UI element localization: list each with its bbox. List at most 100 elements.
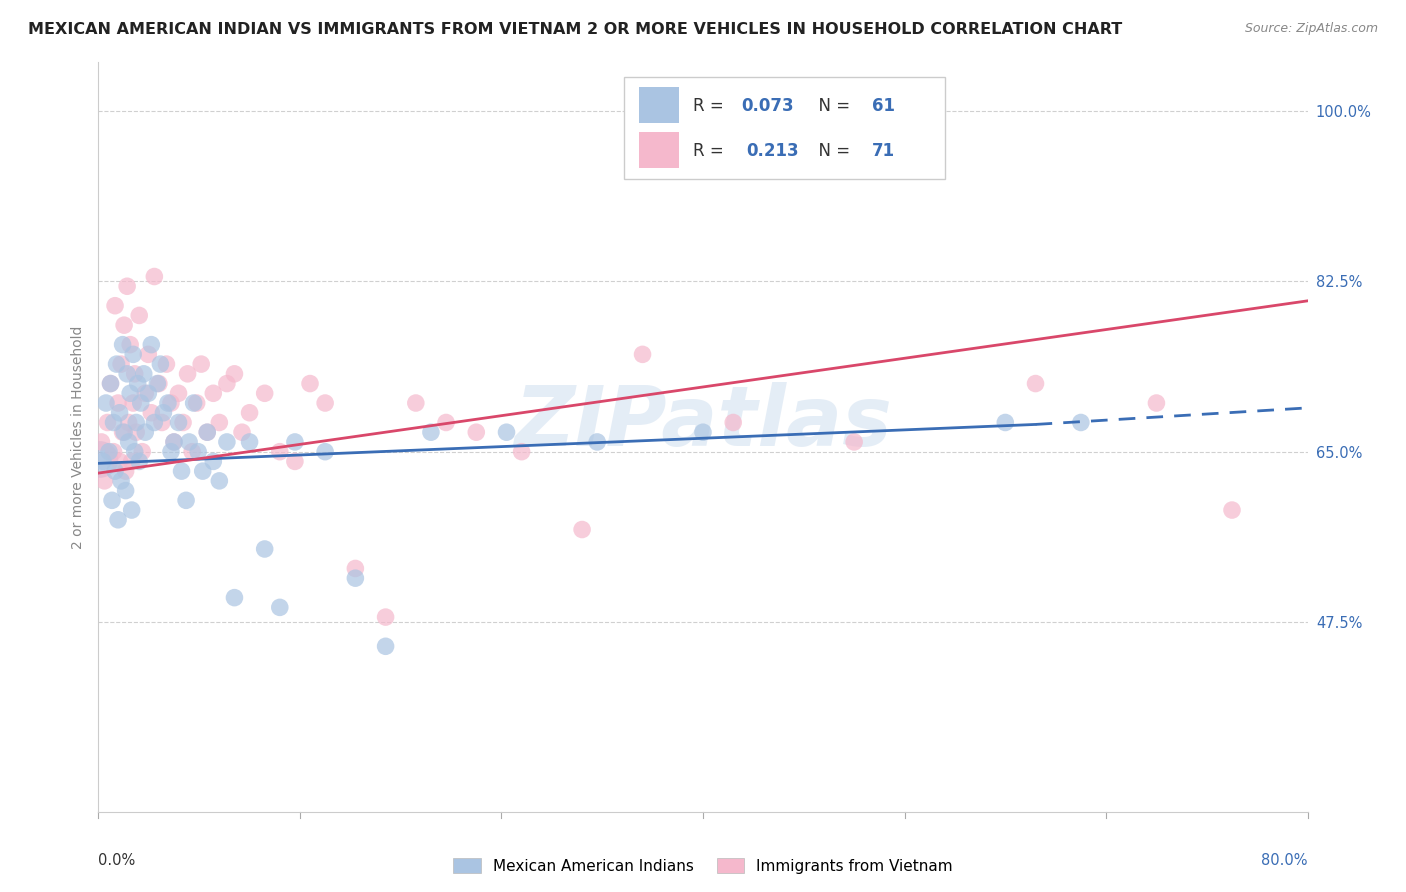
Point <box>110 474 132 488</box>
Point <box>231 425 253 440</box>
Point <box>136 347 159 361</box>
Point <box>195 425 218 440</box>
Point <box>181 444 204 458</box>
Point <box>141 337 163 351</box>
Text: R =: R = <box>693 142 734 161</box>
Point <box>202 454 225 468</box>
Point <box>118 434 141 449</box>
Point <box>994 416 1017 430</box>
Point <box>167 416 190 430</box>
Point <box>100 376 122 391</box>
Point <box>104 464 127 478</box>
Text: 61: 61 <box>872 96 896 115</box>
Bar <box>638 87 679 123</box>
Point <box>112 318 135 333</box>
Point <box>90 434 112 449</box>
Point <box>149 357 172 371</box>
Text: MEXICAN AMERICAN INDIAN VS IMMIGRANTS FROM VIETNAM 2 OR MORE VEHICLES IN HOUSEHO: MEXICAN AMERICAN INDIAN VS IMMIGRANTS FR… <box>28 22 1122 37</box>
Point <box>1144 396 1167 410</box>
Point <box>155 357 177 371</box>
Point <box>239 434 262 449</box>
Point <box>253 541 276 556</box>
Point <box>120 337 142 351</box>
Point <box>183 396 205 410</box>
Point <box>156 396 179 410</box>
Point <box>146 376 169 391</box>
Point <box>129 396 152 410</box>
Point <box>314 444 336 458</box>
Text: Source: ZipAtlas.com: Source: ZipAtlas.com <box>1244 22 1378 36</box>
Point <box>631 347 654 361</box>
Point <box>100 376 122 391</box>
Point <box>1024 376 1046 391</box>
Point <box>141 406 163 420</box>
Point <box>128 309 150 323</box>
Point <box>420 425 443 440</box>
Point <box>107 396 129 410</box>
Text: 0.213: 0.213 <box>747 142 799 161</box>
Point <box>344 561 367 575</box>
Point <box>723 416 745 430</box>
Point <box>110 357 132 371</box>
Point <box>121 454 143 468</box>
Point <box>179 434 201 449</box>
Point <box>93 474 115 488</box>
Point <box>163 434 186 449</box>
Y-axis label: 2 or more Vehicles in Household: 2 or more Vehicles in Household <box>70 326 84 549</box>
Point <box>118 416 141 430</box>
Point <box>208 416 231 430</box>
Point <box>284 454 307 468</box>
Point <box>299 376 322 391</box>
FancyBboxPatch shape <box>624 78 945 178</box>
Point <box>239 406 262 420</box>
Point <box>124 444 146 458</box>
Point <box>269 600 291 615</box>
Bar <box>638 133 679 169</box>
Point <box>1070 416 1092 430</box>
Text: ZIPatlas: ZIPatlas <box>515 382 891 463</box>
Point <box>114 464 136 478</box>
Point <box>224 367 246 381</box>
Point <box>125 416 148 430</box>
Point <box>405 396 427 410</box>
Point <box>89 452 111 467</box>
Point <box>111 337 134 351</box>
Point <box>160 396 183 410</box>
Point <box>186 396 208 410</box>
Point <box>122 396 145 410</box>
Point <box>124 367 146 381</box>
Point <box>374 610 396 624</box>
Point <box>495 425 517 440</box>
Point <box>132 367 155 381</box>
Point <box>187 444 209 458</box>
Point <box>813 109 835 123</box>
Point <box>191 464 214 478</box>
Point <box>208 474 231 488</box>
Point <box>125 425 148 440</box>
Point <box>134 425 156 440</box>
Point <box>152 406 174 420</box>
Text: 71: 71 <box>872 142 896 161</box>
Point <box>122 347 145 361</box>
Point <box>1220 503 1243 517</box>
Point <box>143 416 166 430</box>
Point <box>96 416 118 430</box>
Point <box>284 434 307 449</box>
Point <box>103 416 125 430</box>
Point <box>112 425 135 440</box>
Point <box>108 454 131 468</box>
Point <box>98 444 121 458</box>
Point <box>586 434 609 449</box>
Point <box>163 434 186 449</box>
Point <box>692 425 714 440</box>
Point <box>91 454 114 468</box>
Point <box>111 425 134 440</box>
Point <box>128 454 150 468</box>
Point <box>190 357 212 371</box>
Point <box>844 434 866 449</box>
Point <box>107 513 129 527</box>
Text: R =: R = <box>693 96 730 115</box>
Point <box>115 367 138 381</box>
Point <box>115 279 138 293</box>
Point <box>121 503 143 517</box>
